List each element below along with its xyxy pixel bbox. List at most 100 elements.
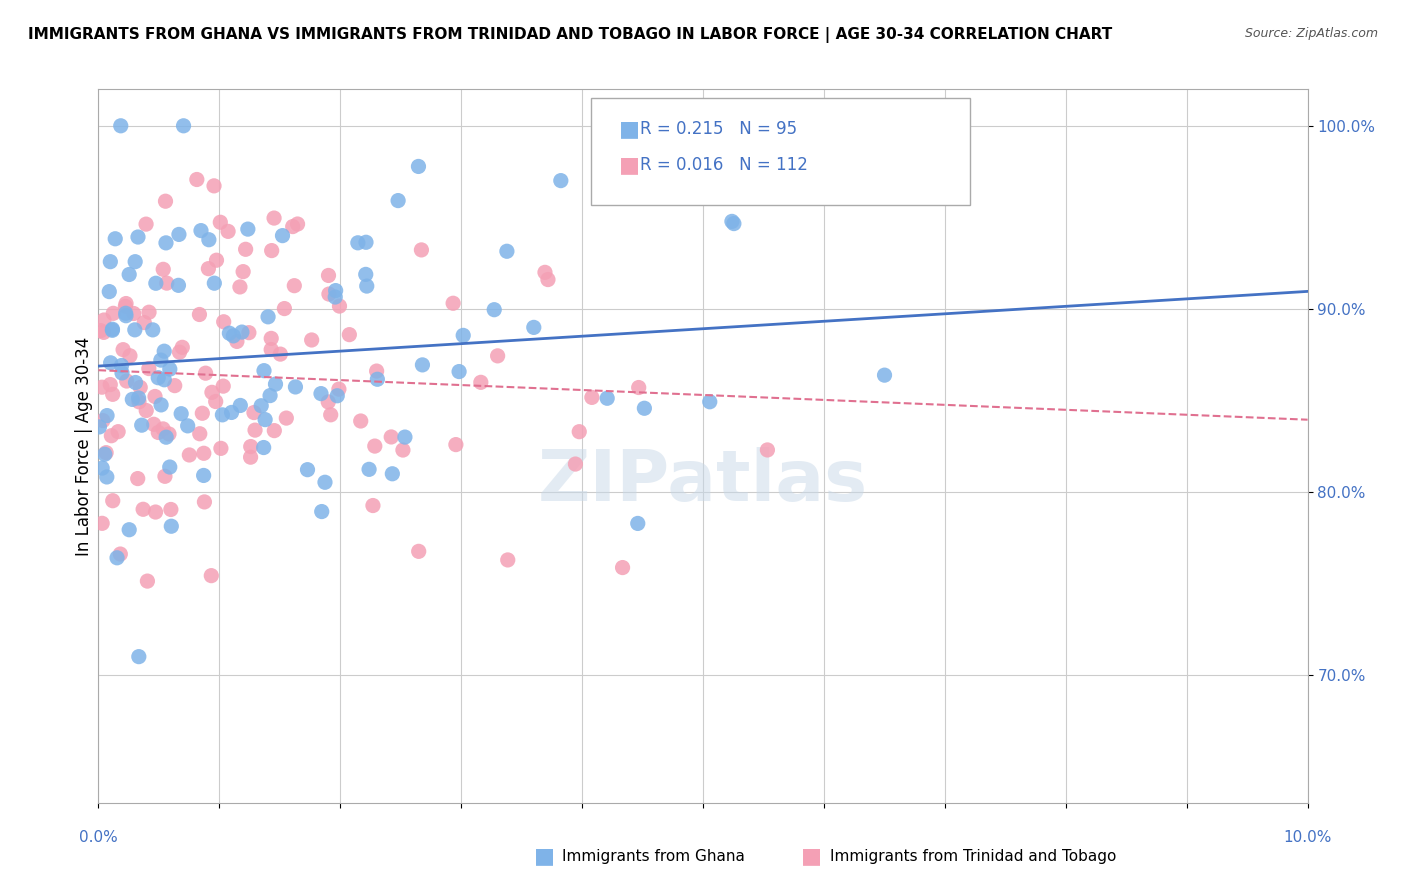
Point [105, 550, 128, 565]
Point [218, 326, 240, 341]
Point [115, 374, 138, 388]
Point [142, 323, 165, 337]
Point [451, 328, 474, 343]
Point [173, 119, 195, 133]
Point [167, 278, 190, 293]
Point [408, 160, 430, 174]
Point [328, 299, 350, 313]
Point [264, 377, 287, 392]
Point [188, 308, 211, 322]
Point [612, 560, 634, 574]
Text: Source: ZipAtlas.com: Source: ZipAtlas.com [1244, 27, 1378, 40]
Point [193, 495, 215, 509]
Point [110, 547, 132, 561]
Point [259, 388, 281, 402]
Point [699, 394, 721, 409]
Point [150, 398, 173, 412]
Point [354, 235, 377, 250]
Point [723, 217, 745, 231]
Point [226, 334, 249, 349]
Text: ■: ■ [619, 120, 640, 139]
Point [235, 242, 257, 256]
Point [159, 362, 181, 376]
Point [239, 450, 262, 465]
Point [253, 364, 276, 378]
Point [441, 296, 464, 310]
Point [550, 173, 572, 187]
Point [190, 224, 212, 238]
Point [243, 406, 266, 420]
Point [98, 285, 121, 299]
Point [564, 457, 586, 471]
Point [193, 446, 215, 460]
Point [212, 379, 235, 393]
Point [201, 385, 224, 400]
Point [212, 315, 235, 329]
Point [328, 382, 350, 396]
Point [281, 219, 304, 234]
Point [107, 425, 129, 439]
Point [104, 232, 127, 246]
Point [94, 445, 117, 459]
Point [314, 475, 336, 490]
Point [136, 574, 159, 588]
Point [283, 278, 305, 293]
Point [326, 389, 349, 403]
Point [103, 306, 125, 320]
Point [134, 316, 156, 330]
Point [152, 422, 174, 436]
Point [449, 365, 471, 379]
Point [160, 519, 183, 533]
Point [756, 442, 779, 457]
Point [152, 262, 174, 277]
Point [145, 505, 167, 519]
Point [132, 502, 155, 516]
Point [309, 386, 332, 401]
Point [115, 309, 138, 323]
Text: Immigrants from Ghana: Immigrants from Ghana [562, 849, 745, 863]
Text: R = 0.215   N = 95: R = 0.215 N = 95 [640, 120, 797, 138]
Point [202, 178, 225, 193]
Point [142, 417, 165, 432]
Point [118, 268, 141, 282]
Point [135, 217, 157, 231]
Point [366, 364, 388, 378]
Point [127, 230, 149, 244]
Point [89, 420, 111, 434]
Point [98, 377, 121, 392]
Point [232, 265, 254, 279]
Point [198, 233, 221, 247]
Point [364, 439, 387, 453]
Point [127, 472, 149, 486]
Point [163, 378, 186, 392]
Point [205, 253, 228, 268]
Point [128, 391, 150, 405]
Point [93, 326, 115, 340]
Point [260, 343, 283, 357]
Point [236, 222, 259, 236]
Point [124, 376, 146, 390]
Point [91, 380, 114, 394]
Point [217, 224, 239, 238]
Point [627, 380, 650, 394]
Point [243, 423, 266, 437]
Point [135, 403, 157, 417]
Point [188, 426, 211, 441]
Point [411, 243, 433, 257]
Point [118, 349, 141, 363]
Point [96, 409, 118, 423]
Point [408, 544, 430, 558]
Point [179, 448, 201, 462]
Point [287, 217, 309, 231]
Point [311, 504, 333, 518]
Point [115, 296, 138, 310]
Point [145, 277, 167, 291]
Text: 10.0%: 10.0% [1284, 830, 1331, 846]
Point [484, 302, 506, 317]
Point [94, 447, 117, 461]
Point [149, 353, 172, 368]
Point [380, 430, 402, 444]
Point [627, 516, 650, 531]
Point [98, 254, 121, 268]
Point [350, 414, 373, 428]
